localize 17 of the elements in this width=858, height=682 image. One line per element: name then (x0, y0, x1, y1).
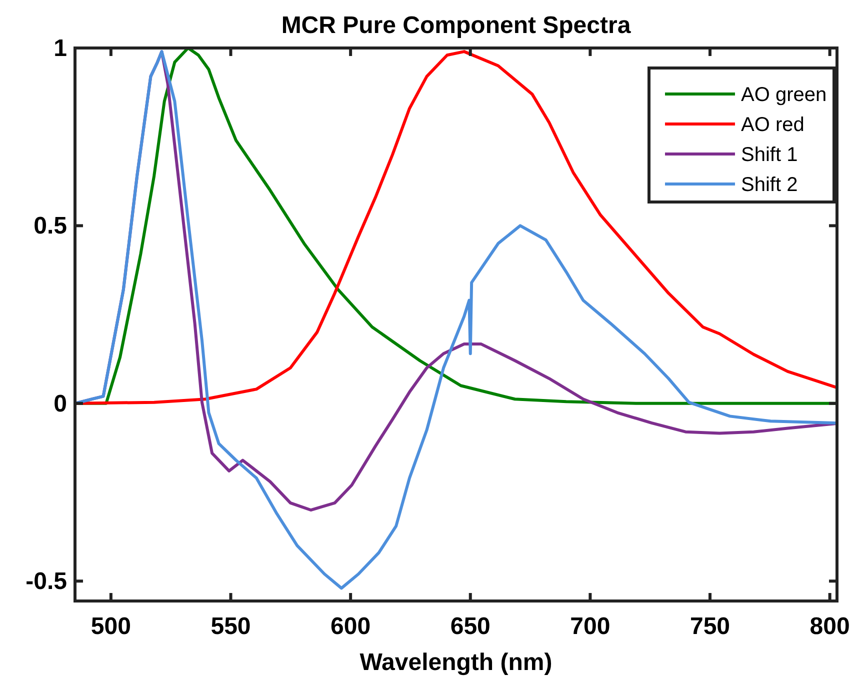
chart-title: MCR Pure Component Spectra (281, 12, 632, 39)
legend-label: Shift 1 (741, 144, 798, 166)
x-tick-label: 700 (570, 613, 610, 640)
x-axis-title: Wavelength (nm) (360, 649, 552, 676)
y-tick-label: 0 (54, 390, 67, 418)
legend-label: Shift 2 (741, 174, 798, 196)
legend-label: AO red (741, 114, 804, 136)
y-tick-label: 1 (54, 35, 67, 62)
y-tick-label: 0.5 (34, 212, 67, 240)
x-tick-label: 650 (450, 613, 490, 640)
x-tick-label: 750 (690, 613, 730, 640)
y-tick-label: -0.5 (26, 568, 67, 596)
x-tick-label: 500 (90, 613, 131, 640)
x-tick-label: 600 (330, 613, 371, 640)
x-tick-label: 550 (210, 613, 251, 640)
legend-label: AO green (741, 84, 827, 106)
x-tick-label: 800 (810, 613, 850, 640)
